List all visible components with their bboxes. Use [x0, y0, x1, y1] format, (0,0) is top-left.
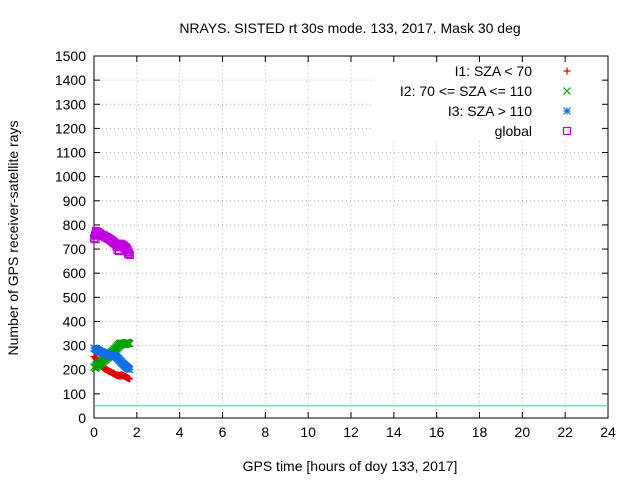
series-2	[90, 344, 134, 374]
x-tick-label: 6	[219, 424, 227, 440]
x-tick-label: 18	[472, 424, 488, 440]
y-tick-label: 1300	[55, 96, 86, 112]
x-tick-label: 12	[343, 424, 359, 440]
x-tick-label: 4	[176, 424, 184, 440]
data-point	[125, 365, 134, 374]
legend-label: I3: SZA > 110	[448, 103, 532, 119]
x-tick-label: 20	[515, 424, 531, 440]
grid	[94, 56, 608, 418]
y-tick-label: 800	[63, 217, 87, 233]
data-series	[89, 226, 134, 383]
data-point	[125, 339, 134, 348]
x-tick-label: 8	[261, 424, 269, 440]
x-tick-label: 10	[300, 424, 316, 440]
legend-label: I2: 70 <= SZA <= 110	[400, 83, 532, 99]
x-axis-label: GPS time [hours of doy 133, 2017]	[243, 458, 458, 474]
legend-marker	[563, 107, 571, 115]
chart-title: NRAYS. SISTED rt 30s mode. 133, 2017. Ma…	[179, 20, 520, 36]
legend-label: I1: SZA < 70	[455, 63, 533, 79]
y-tick-label: 1400	[55, 72, 86, 88]
data-point	[126, 375, 134, 383]
series-3	[89, 226, 134, 259]
y-tick-label: 1100	[56, 145, 86, 161]
data-point	[124, 374, 132, 382]
x-tick-label: 22	[557, 424, 573, 440]
y-tick-label: 700	[63, 241, 87, 257]
y-tick-label: 0	[78, 410, 86, 426]
y-tick-label: 900	[63, 193, 87, 209]
x-tick-label: 2	[133, 424, 141, 440]
data-point	[125, 250, 134, 259]
y-tick-label: 1500	[55, 48, 86, 64]
legend-marker	[563, 87, 571, 95]
x-tick-label: 16	[429, 424, 445, 440]
x-tick-label: 14	[386, 424, 402, 440]
y-tick-label: 100	[63, 386, 87, 402]
legend: I1: SZA < 70 I2: 70 <= SZA <= 110 I3: SZA …	[400, 63, 572, 139]
x-tick-label: 24	[600, 424, 616, 440]
data-point	[124, 249, 133, 258]
legend-marker	[562, 126, 572, 136]
y-tick-label: 1000	[55, 169, 86, 185]
y-tick-label: 1200	[55, 120, 86, 136]
y-tick-label: 600	[63, 265, 87, 281]
y-tick-label: 500	[63, 289, 87, 305]
axis-ticks: 0 2 4 6 8 10 12 14 16 18 20 22 240100200300400500600…	[55, 48, 616, 440]
y-tick-label: 300	[63, 338, 87, 354]
legend-label: global	[495, 123, 532, 139]
legend-marker	[563, 67, 571, 75]
x-tick-label: 0	[90, 424, 98, 440]
y-tick-label: 200	[63, 362, 87, 378]
y-axis-label: Number of GPS receiver-satellite rays	[5, 121, 21, 356]
y-tick-label: 400	[63, 313, 87, 329]
